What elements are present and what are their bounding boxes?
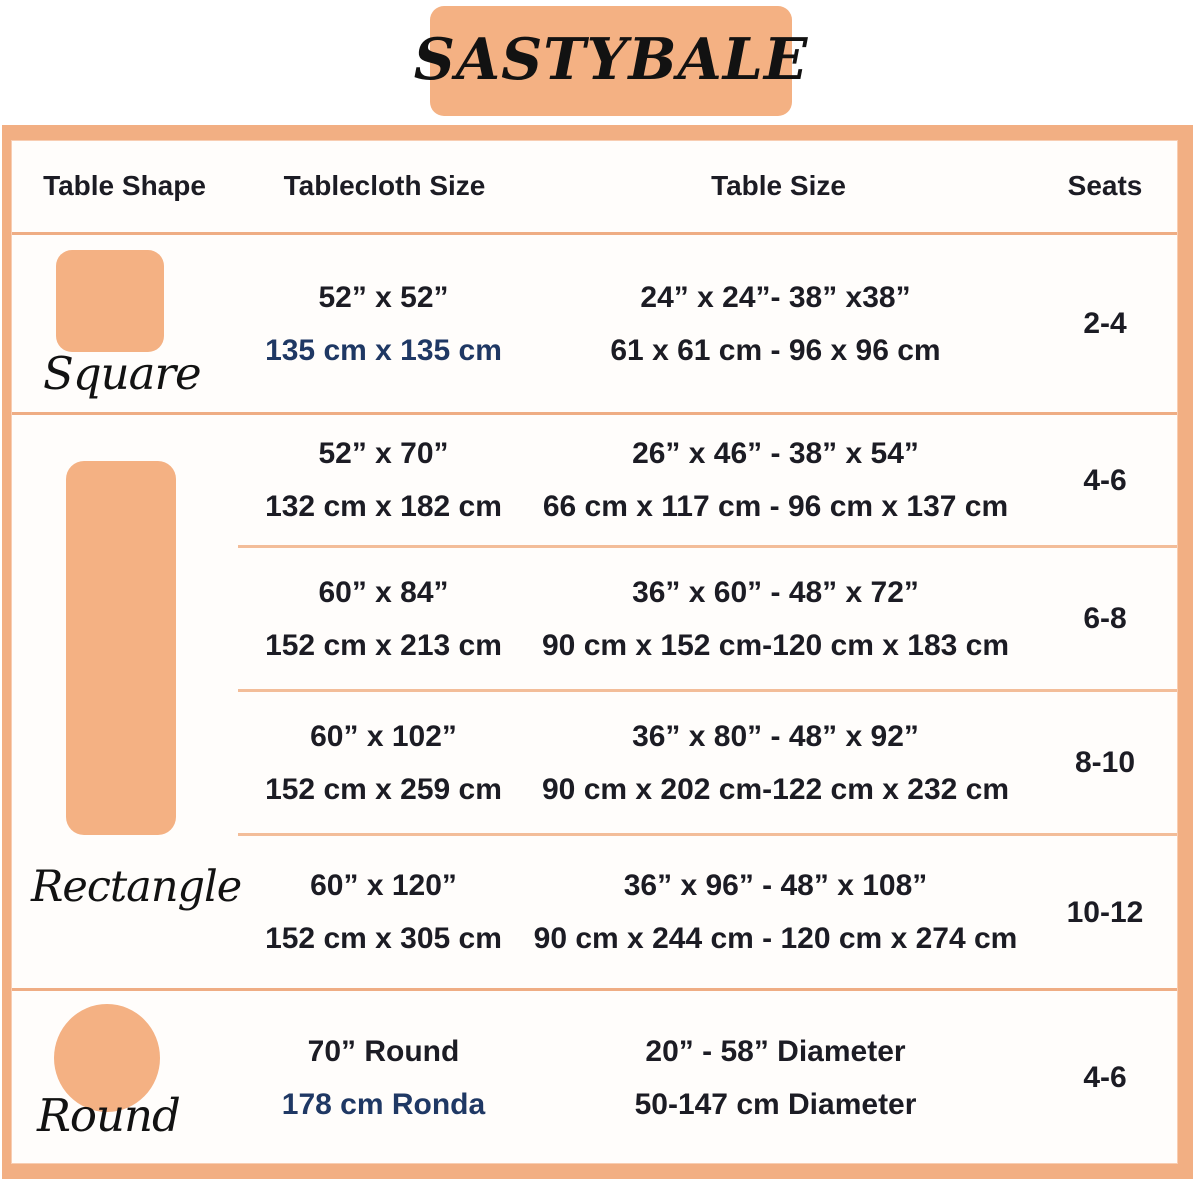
table-size-cm: 90 cm x 152 cm-120 cm x 183 cm — [542, 628, 1010, 662]
header-table-size: Table Size — [711, 170, 846, 201]
seats-value: 10-12 — [1066, 895, 1144, 929]
round-tablecloth-size: 70” Round 178 cm Ronda — [238, 991, 511, 1164]
table-row-round: Round 70” Round 178 cm Ronda 20” - 58” D… — [11, 991, 1178, 1164]
brand-logo: SASTYBALE — [414, 6, 807, 116]
square-shape-label: Square — [43, 347, 202, 400]
rect4-seats: 10-12 — [1006, 836, 1178, 988]
tablecloth-size-cm: 152 cm x 305 cm — [265, 922, 502, 955]
tablecloth-size-cm: 178 cm Ronda — [281, 1087, 486, 1121]
circle-swatch-icon — [54, 1004, 160, 1112]
square-shape-cell: Square — [11, 235, 238, 412]
table-header-row: Table Shape Tablecloth Size Table Size S… — [11, 140, 1178, 235]
table-size-inches: 20” - 58” Diameter — [645, 1034, 906, 1068]
header-tablecloth-size: Tablecloth Size — [283, 170, 486, 201]
rect3-seats: 8-10 — [1006, 692, 1178, 833]
rect1-tablecloth-size: 52” x 70” 132 cm x 182 cm — [238, 415, 511, 545]
tablecloth-size-cm: 152 cm x 259 cm — [265, 772, 502, 806]
tablecloth-size-cm: 152 cm x 213 cm — [265, 628, 502, 662]
table-row-rectangle: Rectangle 52” x 70” 132 cm x 182 cm 26” … — [11, 415, 1178, 991]
rect2-table-size: 36” x 60” - 48” x 72” 90 cm x 152 cm-120… — [511, 548, 1010, 689]
table-size-cm: 90 cm x 244 cm - 120 cm x 274 cm — [533, 922, 1018, 955]
tablecloth-size-inches: 60” x 102” — [310, 719, 457, 753]
table-size-inches: 36” x 60” - 48” x 72” — [632, 575, 919, 609]
rectangle-shape-cell: Rectangle — [11, 415, 242, 988]
rectangle-subrows: 52” x 70” 132 cm x 182 cm 26” x 46” - 38… — [238, 415, 1178, 988]
rect2-seats: 6-8 — [1006, 548, 1178, 689]
seats-value: 8-10 — [1074, 746, 1136, 779]
rect1-table-size: 26” x 46” - 38” x 54” 66 cm x 117 cm - 9… — [511, 415, 1009, 545]
square-swatch-icon — [56, 250, 164, 352]
tablecloth-size-inches: 52” x 70” — [318, 437, 449, 470]
square-tablecloth-size: 52” x 52” 135 cm x 135 cm — [238, 235, 511, 412]
tablecloth-size-cm: 132 cm x 182 cm — [265, 490, 502, 523]
rect3-tablecloth-size: 60” x 102” 152 cm x 259 cm — [238, 692, 511, 833]
table-size-cm: 66 cm x 117 cm - 96 cm x 137 cm — [542, 490, 1009, 523]
seats-value: 6-8 — [1083, 602, 1127, 635]
rectangle-subrow-4: 60” x 120” 152 cm x 305 cm 36” x 96” - 4… — [238, 833, 1178, 988]
seats-value: 4-6 — [1083, 463, 1127, 497]
rectangle-swatch-icon — [66, 461, 176, 835]
rectangle-subrow-2: 60” x 84” 152 cm x 213 cm 36” x 60” - 48… — [238, 545, 1178, 689]
tablecloth-size-inches: 60” x 120” — [310, 869, 457, 902]
tablecloth-size-inches: 70” Round — [307, 1034, 460, 1068]
rect2-tablecloth-size: 60” x 84” 152 cm x 213 cm — [238, 548, 511, 689]
tablecloth-size-cm: 135 cm x 135 cm — [265, 333, 502, 367]
tablecloth-size-inches: 52” x 52” — [318, 280, 449, 314]
round-shape-label: Round — [37, 1089, 181, 1142]
rect3-table-size: 36” x 80” - 48” x 92” 90 cm x 202 cm-122… — [511, 692, 1010, 833]
table-size-inches: 36” x 80” - 48” x 92” — [632, 719, 919, 753]
size-chart-table: Table Shape Tablecloth Size Table Size S… — [2, 125, 1193, 1179]
seats-value: 2-4 — [1083, 307, 1127, 340]
rectangle-subrow-3: 60” x 102” 152 cm x 259 cm 36” x 80” - 4… — [238, 689, 1178, 833]
table-size-inches: 24” x 24”- 38” x38” — [640, 280, 911, 314]
square-table-size: 24” x 24”- 38” x38” 61 x 61 cm - 96 x 96… — [511, 235, 1006, 412]
table-size-inches: 36” x 96” - 48” x 108” — [623, 869, 928, 902]
seats-value: 4-6 — [1083, 1061, 1127, 1094]
table-row-square: Square 52” x 52” 135 cm x 135 cm 24” x 2… — [11, 235, 1178, 415]
square-seats: 2-4 — [1006, 235, 1178, 412]
table-size-cm: 50-147 cm Diameter — [634, 1087, 917, 1121]
table-size-cm: 61 x 61 cm - 96 x 96 cm — [610, 333, 941, 367]
header-table-shape: Table Shape — [43, 170, 206, 201]
rect4-tablecloth-size: 60” x 120” 152 cm x 305 cm — [238, 836, 511, 988]
brand-name: SASTYBALE — [413, 25, 809, 93]
round-table-size: 20” - 58” Diameter 50-147 cm Diameter — [511, 991, 1006, 1164]
header-seats: Seats — [1067, 170, 1143, 201]
rectangle-shape-label: Rectangle — [31, 862, 242, 912]
tablecloth-size-inches: 60” x 84” — [318, 575, 449, 609]
rect1-seats: 4-6 — [1006, 415, 1178, 545]
table-size-inches: 26” x 46” - 38” x 54” — [632, 437, 919, 470]
table-size-cm: 90 cm x 202 cm-122 cm x 232 cm — [542, 772, 1010, 806]
rect4-table-size: 36” x 96” - 48” x 108” 90 cm x 244 cm - … — [511, 836, 1018, 988]
round-seats: 4-6 — [1006, 991, 1178, 1164]
rectangle-subrow-1: 52” x 70” 132 cm x 182 cm 26” x 46” - 38… — [238, 415, 1178, 545]
round-shape-cell: Round — [11, 991, 238, 1164]
